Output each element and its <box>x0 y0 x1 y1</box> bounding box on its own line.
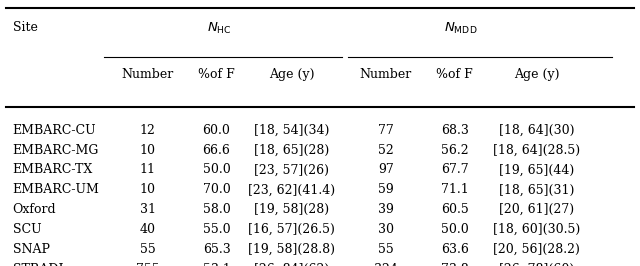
Text: 77: 77 <box>378 124 394 137</box>
Text: 66.6: 66.6 <box>203 144 230 157</box>
Text: [23, 57](26): [23, 57](26) <box>254 164 329 177</box>
Text: Age (y): Age (y) <box>514 68 559 81</box>
Text: Site: Site <box>13 21 38 34</box>
Text: 70.0: 70.0 <box>203 183 230 196</box>
Text: [26, 84](62): [26, 84](62) <box>254 263 330 266</box>
Text: 53.1: 53.1 <box>203 263 230 266</box>
Text: 324: 324 <box>374 263 398 266</box>
Text: 50.0: 50.0 <box>441 223 468 236</box>
Text: 10: 10 <box>140 144 156 157</box>
Text: SCU: SCU <box>13 223 42 236</box>
Text: $N_{\mathsf{HC}}$: $N_{\mathsf{HC}}$ <box>207 21 232 36</box>
Text: EMBARC-TX: EMBARC-TX <box>13 164 93 177</box>
Text: %of F: %of F <box>436 68 473 81</box>
Text: 52: 52 <box>378 144 394 157</box>
Text: 55: 55 <box>140 243 156 256</box>
Text: $N_{\mathsf{MDD}}$: $N_{\mathsf{MDD}}$ <box>444 21 478 36</box>
Text: EMBARC-UM: EMBARC-UM <box>13 183 100 196</box>
Text: [18, 65](28): [18, 65](28) <box>254 144 330 157</box>
Text: 71.1: 71.1 <box>441 183 468 196</box>
Text: EMBARC-MG: EMBARC-MG <box>13 144 99 157</box>
Text: [19, 58](28.8): [19, 58](28.8) <box>248 243 335 256</box>
Text: [20, 61](27): [20, 61](27) <box>499 203 574 216</box>
Text: 755: 755 <box>136 263 159 266</box>
Text: 39: 39 <box>378 203 394 216</box>
Text: 73.8: 73.8 <box>441 263 468 266</box>
Text: 68.3: 68.3 <box>441 124 468 137</box>
Text: [18, 65](31): [18, 65](31) <box>499 183 574 196</box>
Text: STRADL: STRADL <box>13 263 67 266</box>
Text: 30: 30 <box>378 223 394 236</box>
Text: 50.0: 50.0 <box>203 164 230 177</box>
Text: [20, 56](28.2): [20, 56](28.2) <box>493 243 580 256</box>
Text: 59: 59 <box>378 183 394 196</box>
Text: SNAP: SNAP <box>13 243 50 256</box>
Text: 55.0: 55.0 <box>203 223 230 236</box>
Text: 55: 55 <box>378 243 394 256</box>
Text: EMBARC-CU: EMBARC-CU <box>13 124 96 137</box>
Text: 31: 31 <box>140 203 156 216</box>
Text: [16, 57](26.5): [16, 57](26.5) <box>248 223 335 236</box>
Text: 97: 97 <box>378 164 394 177</box>
Text: Number: Number <box>122 68 173 81</box>
Text: Age (y): Age (y) <box>269 68 314 81</box>
Text: Oxford: Oxford <box>13 203 56 216</box>
Text: 58.0: 58.0 <box>203 203 230 216</box>
Text: 10: 10 <box>140 183 156 196</box>
Text: 60.0: 60.0 <box>203 124 230 137</box>
Text: [18, 64](28.5): [18, 64](28.5) <box>493 144 580 157</box>
Text: [19, 58](28): [19, 58](28) <box>254 203 330 216</box>
Text: [18, 54](34): [18, 54](34) <box>254 124 330 137</box>
Text: Number: Number <box>360 68 412 81</box>
Text: 12: 12 <box>140 124 156 137</box>
Text: [23, 62](41.4): [23, 62](41.4) <box>248 183 335 196</box>
Text: 65.3: 65.3 <box>203 243 230 256</box>
Text: [19, 65](44): [19, 65](44) <box>499 164 574 177</box>
Text: 67.7: 67.7 <box>441 164 468 177</box>
Text: 11: 11 <box>140 164 156 177</box>
Text: [18, 60](30.5): [18, 60](30.5) <box>493 223 580 236</box>
Text: 63.6: 63.6 <box>441 243 468 256</box>
Text: 56.2: 56.2 <box>441 144 468 157</box>
Text: 60.5: 60.5 <box>441 203 468 216</box>
Text: 40: 40 <box>140 223 156 236</box>
Text: [18, 64](30): [18, 64](30) <box>499 124 574 137</box>
Text: %of F: %of F <box>198 68 235 81</box>
Text: [26, 78](60): [26, 78](60) <box>499 263 574 266</box>
